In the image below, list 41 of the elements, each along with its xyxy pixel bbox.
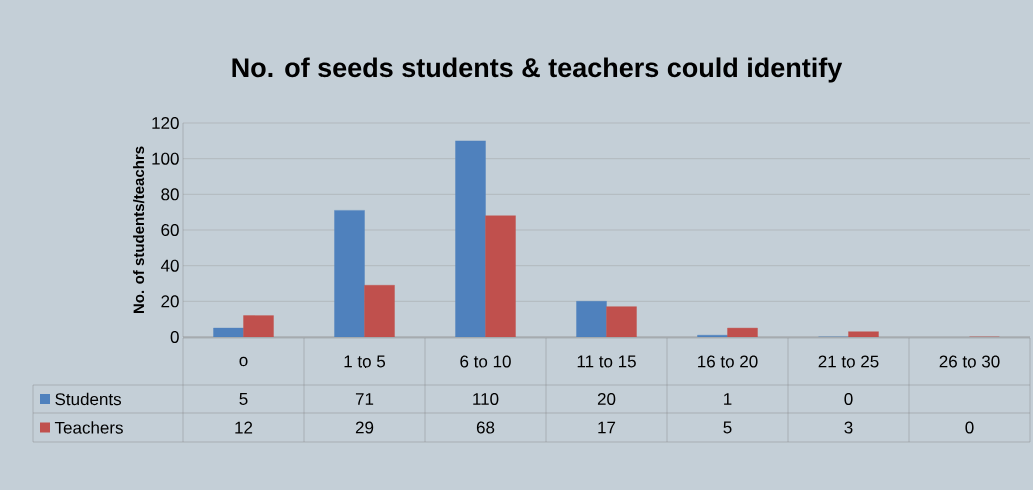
data-label: 110 (473, 392, 499, 406)
data-label: 5 (723, 421, 732, 434)
x-tick-label: 6 to 10 (460, 355, 511, 368)
data-label: 0 (844, 392, 853, 406)
bar (727, 327, 758, 337)
bar (606, 306, 637, 337)
data-label: 71 (355, 393, 374, 405)
y-tick-label: 20 (161, 295, 179, 308)
bar (213, 327, 244, 337)
x-tick-label: 11 to 15 (577, 355, 636, 368)
bar (455, 140, 486, 337)
x-tick-label: 21 to 25 (818, 355, 879, 368)
y-tick-label: 0 (170, 330, 179, 344)
bar (364, 285, 395, 337)
x-tick-label: 26 to 30 (939, 355, 1000, 368)
y-axis-title: No. of students/teachrs (133, 146, 145, 314)
y-tick-label: 100 (152, 152, 179, 165)
chart-title: No. of seeds students & teachers could identify (232, 57, 843, 83)
x-tick-label: 1 to 5 (344, 355, 386, 368)
legend-label: Students (55, 392, 122, 406)
data-label: 0 (965, 421, 974, 434)
data-label: 17 (598, 421, 616, 434)
y-tick-label: 120 (152, 116, 179, 130)
x-tick-label: 16 to 20 (698, 355, 758, 368)
data-label: 68 (476, 421, 495, 434)
y-tick-label: 80 (161, 188, 179, 201)
data-label: 20 (597, 392, 616, 406)
bar (485, 215, 516, 337)
data-label: 3 (844, 421, 853, 434)
y-tick-label: 40 (160, 259, 179, 272)
data-label: 5 (239, 393, 248, 405)
bar (848, 331, 879, 337)
bar (243, 315, 274, 337)
data-label: 12 (235, 421, 253, 434)
data-label: 29 (355, 421, 374, 434)
legend-label: Teachers (54, 421, 123, 434)
bar (334, 210, 365, 337)
x-tick-label: o (239, 356, 248, 367)
y-tick-label: 60 (161, 223, 179, 237)
data-label: 1 (724, 393, 732, 405)
bar (576, 301, 607, 337)
